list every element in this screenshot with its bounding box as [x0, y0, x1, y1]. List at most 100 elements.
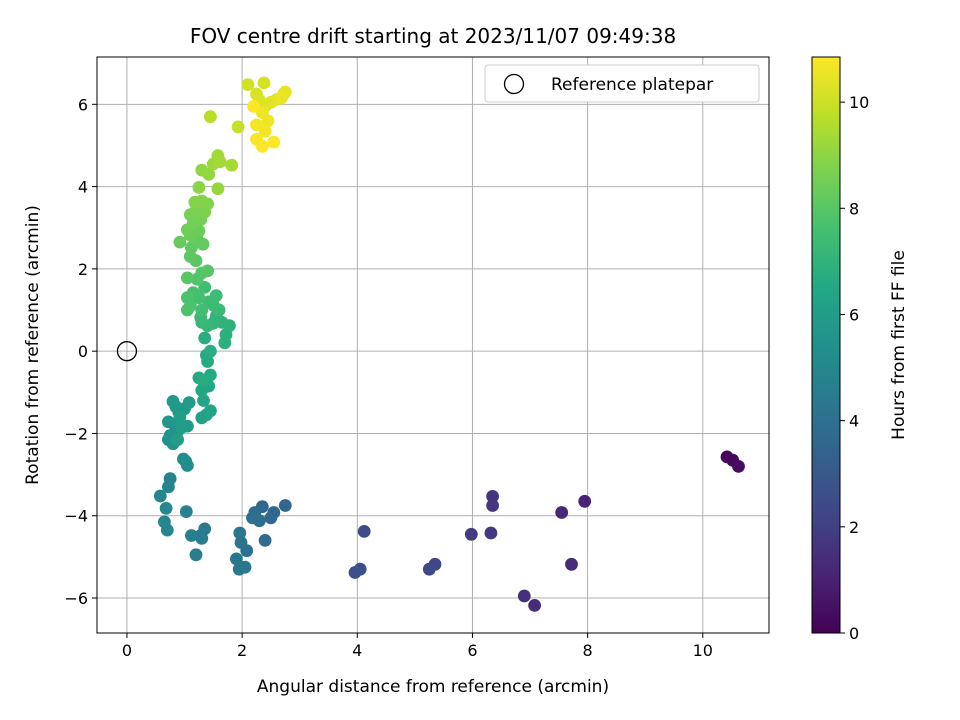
x-tick-label: 8	[583, 641, 593, 660]
data-point	[464, 527, 478, 541]
data-point	[181, 291, 194, 305]
data-point	[177, 452, 190, 466]
x-tick-label: 2	[237, 641, 247, 660]
data-point	[232, 562, 246, 576]
colorbar-label: Hours from first FF file	[889, 250, 909, 440]
y-tick-label: 2	[78, 260, 88, 279]
y-tick-label: 4	[78, 178, 88, 197]
data-point	[201, 264, 215, 278]
data-point	[158, 515, 171, 529]
data-point	[230, 552, 243, 566]
data-point	[258, 534, 272, 547]
data-point	[247, 100, 260, 113]
colorbar-ticks: 0 2 4 6 8 10	[840, 93, 869, 643]
legend-label: Reference platepar	[551, 75, 713, 95]
data-point	[555, 506, 569, 519]
grid	[97, 57, 769, 633]
data-point	[196, 374, 210, 388]
data-point	[194, 529, 208, 542]
data-point	[198, 281, 212, 294]
data-point	[486, 499, 499, 512]
colorbar-tick-label: 2	[849, 518, 859, 537]
data-point	[528, 599, 541, 612]
data-point	[213, 155, 227, 169]
data-point	[233, 526, 247, 540]
data-point	[185, 529, 198, 542]
data-point	[258, 124, 272, 138]
data-point	[274, 91, 288, 105]
data-point	[732, 460, 745, 473]
data-point	[267, 135, 281, 149]
y-tick-label: 6	[78, 95, 88, 114]
data-point	[181, 303, 194, 317]
data-point	[166, 395, 180, 408]
colorbar-fill	[811, 56, 841, 634]
data-point	[211, 182, 225, 196]
x-tick-label: 4	[352, 641, 362, 660]
y-tick-label: −2	[64, 424, 88, 443]
x-axis-label: Angular distance from reference (arcmin)	[257, 677, 609, 697]
data-point	[189, 548, 203, 562]
data-point	[241, 78, 255, 91]
data-point	[197, 394, 210, 407]
data-point	[179, 505, 193, 518]
legend-marker	[503, 73, 525, 95]
data-point	[212, 303, 226, 317]
y-axis-label: Rotation from reference (arcmin)	[23, 205, 43, 485]
colorbar-tick-label: 8	[849, 199, 859, 218]
data-point	[261, 114, 275, 128]
data-point	[173, 235, 187, 249]
data-point	[517, 589, 531, 603]
data-point	[486, 490, 499, 503]
data-point	[231, 120, 245, 134]
colorbar-tick-label: 6	[849, 305, 859, 324]
data-point	[195, 303, 209, 317]
data-point	[202, 167, 216, 181]
data-point	[204, 344, 217, 358]
data-point	[159, 501, 173, 515]
data-point	[175, 420, 189, 434]
plot-frame	[96, 56, 770, 634]
data-point	[578, 494, 592, 508]
data-point	[162, 480, 175, 494]
x-tick-label: 6	[467, 641, 477, 660]
data-point	[278, 499, 292, 512]
data-point	[422, 562, 436, 576]
data-point	[257, 76, 271, 90]
data-point	[192, 181, 206, 194]
data-point	[188, 195, 202, 209]
data-point	[264, 511, 278, 525]
data-point	[246, 511, 259, 525]
colorbar-tick-label: 4	[849, 412, 859, 431]
x-tick-label: 10	[693, 641, 713, 660]
data-point	[204, 404, 217, 418]
y-ticks: −6 −4 −2 0 2 4 6	[64, 95, 97, 608]
data-point	[234, 536, 248, 549]
data-point	[357, 525, 371, 538]
x-tick-label: 0	[122, 641, 132, 660]
data-point	[171, 433, 185, 446]
data-point	[198, 331, 212, 345]
legend: Reference platepar	[484, 64, 760, 103]
reference-marker	[116, 341, 138, 362]
colorbar: 0 2 4 6 8 10 Hours from first FF file	[811, 56, 909, 643]
data-point	[153, 489, 167, 503]
colorbar-tick-label: 10	[849, 93, 869, 112]
chart-title: FOV centre drift starting at 2023/11/07 …	[190, 24, 676, 48]
data-point	[204, 110, 217, 124]
data-point	[484, 526, 498, 540]
y-tick-label: −6	[64, 589, 88, 608]
data-point	[255, 139, 269, 153]
data-point	[181, 271, 194, 285]
x-ticks: 0 2 4 6 8 10	[122, 633, 713, 660]
data-points	[153, 76, 745, 612]
data-point	[225, 158, 239, 172]
legend-box	[484, 64, 760, 103]
data-point	[348, 566, 362, 579]
data-point	[162, 415, 175, 429]
data-point	[195, 383, 209, 397]
colorbar-tick-label: 0	[849, 624, 859, 643]
y-tick-label: 0	[78, 342, 88, 361]
data-point	[565, 557, 578, 571]
